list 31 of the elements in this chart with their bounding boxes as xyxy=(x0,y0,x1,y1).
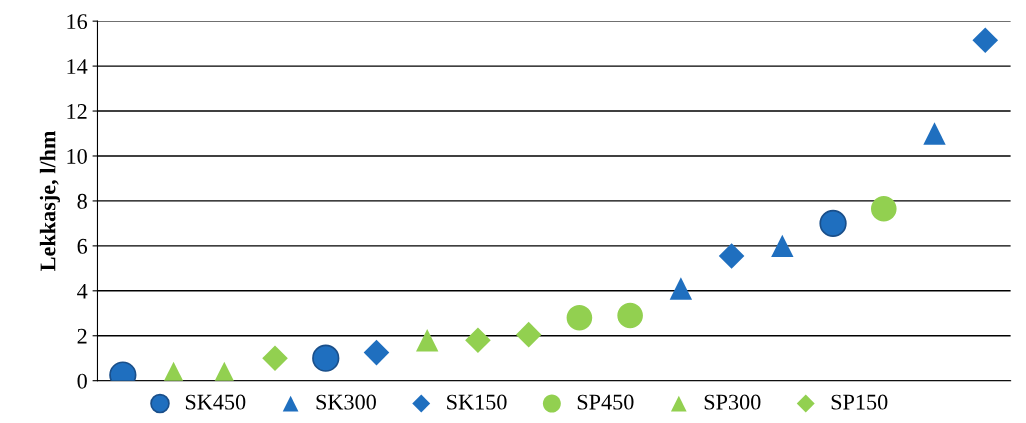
legend-label: SK450 xyxy=(185,394,246,410)
legend-label: SK150 xyxy=(447,394,507,410)
point xyxy=(363,339,390,366)
point xyxy=(312,344,340,372)
point xyxy=(465,327,491,354)
legend-label: SK300 xyxy=(316,394,376,410)
y-tick-label: 14 xyxy=(67,59,88,74)
y-axis-title: Lekkasje, l/hm xyxy=(39,130,60,271)
y-tick-label: 4 xyxy=(77,283,88,299)
legend-label: SP150 xyxy=(831,394,888,410)
legend-label: SP450 xyxy=(577,394,634,410)
point xyxy=(416,329,439,352)
point xyxy=(771,234,794,258)
point xyxy=(972,27,999,54)
y-tick-label: 10 xyxy=(67,148,87,164)
legend-label: SP300 xyxy=(704,394,761,410)
y-tick-label: 6 xyxy=(77,238,88,254)
y-tick-label: 8 xyxy=(77,193,87,209)
point xyxy=(515,321,542,348)
point xyxy=(870,195,897,222)
point xyxy=(718,243,745,269)
point xyxy=(617,302,643,329)
point xyxy=(923,122,946,145)
point xyxy=(819,209,847,238)
point xyxy=(262,345,288,372)
point xyxy=(669,277,693,300)
y-tick-label: 0 xyxy=(77,373,87,389)
point xyxy=(566,304,593,331)
y-tick-label: 12 xyxy=(67,104,87,119)
y-tick-label: 2 xyxy=(77,328,87,344)
y-tick-label: 16 xyxy=(67,14,88,30)
